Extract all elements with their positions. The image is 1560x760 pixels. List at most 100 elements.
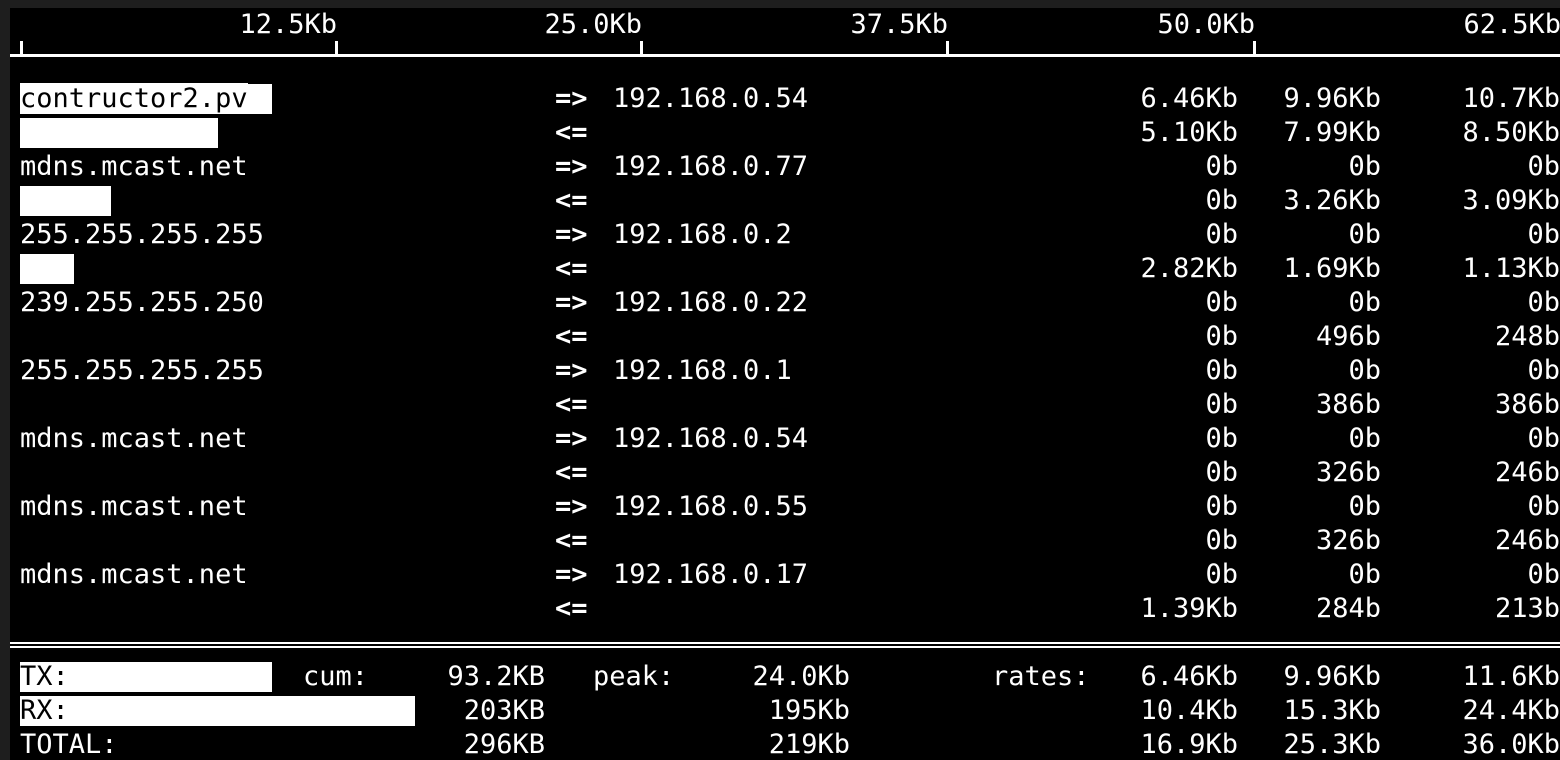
connection-peer: 192.168.0.77 <box>613 151 809 182</box>
connection-rx-line[interactable]: <= 0b 386b 386b <box>10 388 1560 422</box>
rate-cell-2: 0b <box>1348 423 1381 454</box>
rate-cell-2: 0b <box>1348 287 1381 318</box>
rx-arrow-icon: <= <box>555 253 588 284</box>
rate-cell-3: 0b <box>1527 423 1560 454</box>
summary-rate-cell-2: 9.96Kb <box>1283 661 1381 692</box>
tx-arrow-icon: => <box>555 83 588 114</box>
cumulative-value: 93.2KB <box>447 661 545 692</box>
connection-tx-line[interactable]: 255.255.255.255 => 192.168.0.2 0b 0b 0b <box>10 218 1560 252</box>
connection-row[interactable]: mdns.mcast.net => 192.168.0.77 0b 0b 0b <= 0b 3.… <box>10 150 1560 218</box>
rate-cell-2: 3.26Kb <box>1283 185 1381 216</box>
connection-row[interactable]: mdns.mcast.net => 192.168.0.17 0b 0b 0b <= 1.39… <box>10 558 1560 626</box>
footer-separator <box>10 642 1560 648</box>
tx-arrow-icon: => <box>555 355 588 386</box>
summary-bandwidth-bar <box>20 696 415 726</box>
peak-value: 219Kb <box>768 729 850 760</box>
rate-cell-1: 0b <box>1205 321 1238 352</box>
connection-host-rest: e <box>247 83 264 114</box>
rate-cell-2: 386b <box>1315 389 1381 420</box>
connection-host: mdns.mcast.net <box>20 491 248 522</box>
connection-tx-line[interactable]: mdns.mcast.net => 192.168.0.77 0b 0b 0b <box>10 150 1560 184</box>
connection-tx-line[interactable]: mdns.mcast.net => 192.168.0.17 0b 0b 0b <box>10 558 1560 592</box>
connection-row[interactable]: contructor2.pve => 192.168.0.54 6.46Kb 9.96K… <box>10 82 1560 150</box>
rates-label: rates: <box>992 661 1090 692</box>
connection-peer: 192.168.0.1 <box>613 355 792 386</box>
summary-rate-cell-1: 10.4Kb <box>1140 695 1238 726</box>
connection-row[interactable]: 239.255.255.250 => 192.168.0.22 0b 0b 0b <= 0b 4… <box>10 286 1560 354</box>
rate-cell-1: 0b <box>1205 457 1238 488</box>
summary-row: TOTAL: 296KB 219Kb 16.9Kb 25.3Kb 36.0Kb <box>10 728 1560 760</box>
connection-rx-line[interactable]: <= 0b 326b 246b <box>10 524 1560 558</box>
rate-cell-3: 3.09Kb <box>1462 185 1560 216</box>
connection-rx-line[interactable]: <= 5.10Kb 7.99Kb 8.50Kb <box>10 116 1560 150</box>
rx-arrow-icon: <= <box>555 525 588 556</box>
iftop-screen: 12.5Kb 25.0Kb 37.5Kb 50.0Kb 62.5Kb contructo… <box>10 8 1560 760</box>
rate-cell-1: 2.82Kb <box>1140 253 1238 284</box>
connection-rx-line[interactable]: <= 0b 496b 248b <box>10 320 1560 354</box>
summary-rate-cell-3: 36.0Kb <box>1462 729 1560 760</box>
scale-tick-mark <box>640 41 643 55</box>
connection-row[interactable]: mdns.mcast.net => 192.168.0.54 0b 0b 0b <= 0b 32… <box>10 422 1560 490</box>
connection-tx-line[interactable]: contructor2.pve => 192.168.0.54 6.46Kb 9.96K… <box>10 82 1560 116</box>
summary-row-label: TOTAL: <box>20 729 118 760</box>
rate-cell-1: 0b <box>1205 423 1238 454</box>
rate-cell-3: 10.7Kb <box>1462 83 1560 114</box>
cumulative-value: 296KB <box>463 729 545 760</box>
rate-cell-2: 7.99Kb <box>1283 117 1381 148</box>
connection-rx-line[interactable]: <= 0b 326b 246b <box>10 456 1560 490</box>
scale-tick-mark <box>946 41 949 55</box>
connection-tx-line[interactable]: 239.255.255.250 => 192.168.0.22 0b 0b 0b <box>10 286 1560 320</box>
rate-cell-2: 0b <box>1348 559 1381 590</box>
rate-cell-1: 0b <box>1205 355 1238 386</box>
connection-peer: 192.168.0.22 <box>613 287 809 318</box>
rate-cell-2: 496b <box>1315 321 1381 352</box>
rate-cell-3: 246b <box>1494 457 1560 488</box>
rate-cell-2: 9.96Kb <box>1283 83 1381 114</box>
connection-rx-line[interactable]: <= 1.39Kb 284b 213b <box>10 592 1560 626</box>
scale-tick-label: 37.5Kb <box>850 9 948 40</box>
rate-cell-2: 326b <box>1315 457 1381 488</box>
scale-origin-tick <box>20 41 23 55</box>
connection-tx-line[interactable]: 255.255.255.255 => 192.168.0.1 0b 0b 0b <box>10 354 1560 388</box>
connection-row[interactable]: mdns.mcast.net => 192.168.0.55 0b 0b 0b <= 0b 32… <box>10 490 1560 558</box>
scale-axis-line <box>10 54 1560 57</box>
connection-host: mdns.mcast.net <box>20 423 248 454</box>
separator-rule-top <box>10 642 1560 644</box>
connection-row[interactable]: 255.255.255.255 => 192.168.0.1 0b 0b 0b <= 0b 38… <box>10 354 1560 422</box>
connection-host: mdns.mcast.net <box>20 151 248 182</box>
rate-cell-1: 0b <box>1205 559 1238 590</box>
connection-rx-line[interactable]: <= 0b 3.26Kb 3.09Kb <box>10 184 1560 218</box>
scale-tick-label: 12.5Kb <box>239 9 337 40</box>
connection-tx-line[interactable]: mdns.mcast.net => 192.168.0.55 0b 0b 0b <box>10 490 1560 524</box>
connection-host: contructor2.pve <box>20 82 264 116</box>
connection-host-highlighted: contructor2.pv <box>20 83 248 114</box>
summary-rate-cell-1: 6.46Kb <box>1140 661 1238 692</box>
peak-value: 24.0Kb <box>752 661 850 692</box>
rate-cell-2: 284b <box>1315 593 1381 624</box>
tx-arrow-icon: => <box>555 219 588 250</box>
connection-host: 255.255.255.255 <box>20 219 264 250</box>
connection-tx-line[interactable]: mdns.mcast.net => 192.168.0.54 0b 0b 0b <box>10 422 1560 456</box>
summary-row-label: TX: <box>20 661 69 692</box>
rx-bandwidth-bar <box>20 254 74 284</box>
connection-host: 239.255.255.250 <box>20 287 264 318</box>
rx-arrow-icon: <= <box>555 321 588 352</box>
rate-cell-2: 0b <box>1348 491 1381 522</box>
connection-row[interactable]: 255.255.255.255 => 192.168.0.2 0b 0b 0b <= 2.82… <box>10 218 1560 286</box>
scale-tick-label: 50.0Kb <box>1157 9 1255 40</box>
connection-peer: 192.168.0.17 <box>613 559 809 590</box>
scale-tick-mark <box>335 41 338 55</box>
rx-bandwidth-bar <box>20 118 218 148</box>
cumulative-label: cum: <box>303 661 369 692</box>
connection-rx-line[interactable]: <= 2.82Kb 1.69Kb 1.13Kb <box>10 252 1560 286</box>
rate-cell-3: 0b <box>1527 355 1560 386</box>
rx-arrow-icon: <= <box>555 457 588 488</box>
summary-rate-cell-2: 25.3Kb <box>1283 729 1381 760</box>
peak-value: 195Kb <box>768 695 850 726</box>
tx-arrow-icon: => <box>555 491 588 522</box>
tx-arrow-icon: => <box>555 423 588 454</box>
rate-cell-1: 0b <box>1205 185 1238 216</box>
summary-rate-cell-3: 24.4Kb <box>1462 695 1560 726</box>
bandwidth-scale: 12.5Kb 25.0Kb 37.5Kb 50.0Kb 62.5Kb <box>10 8 1560 68</box>
